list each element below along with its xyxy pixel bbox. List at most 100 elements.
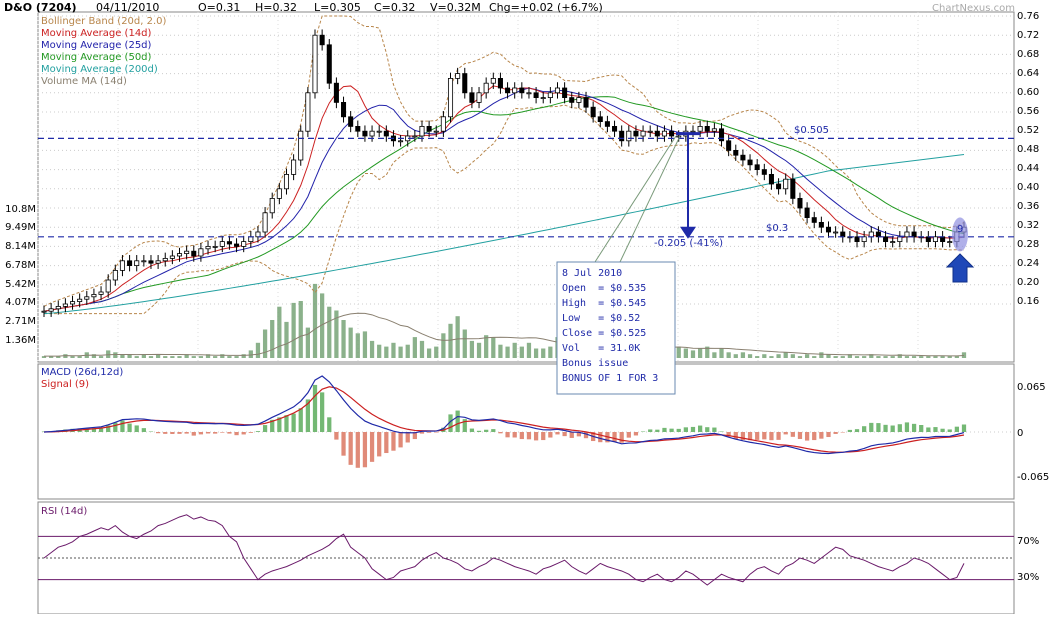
open-label: O=0.31 [198, 1, 240, 14]
candle-body [155, 260, 161, 264]
volume-bar [854, 356, 860, 358]
candle-body [861, 236, 867, 243]
macd-histogram-bar [241, 432, 246, 435]
candle-body [562, 87, 568, 99]
volume-bar [512, 342, 517, 358]
macd-histogram-bar [840, 432, 845, 433]
candle-body [77, 298, 83, 303]
grid-lines [37, 12, 1014, 581]
macd-axis: 0.065 0 -0.065 [1017, 382, 1049, 483]
volume-bar [462, 329, 467, 358]
candle-body [219, 241, 225, 247]
price-tick: 0.60 [1017, 87, 1039, 98]
volume-bar [141, 354, 146, 358]
macd-histogram-bar [755, 432, 760, 440]
tooltip-line: 8 Jul 2010 [562, 268, 622, 279]
macd-histogram-bar [312, 384, 318, 432]
volume-bar [448, 323, 453, 358]
macd-histogram-bar [862, 426, 867, 432]
macd-histogram-bar [876, 423, 881, 432]
rsi-axis: 70% 30% [1017, 536, 1039, 583]
macd-histogram-bar [804, 432, 810, 441]
macd-histogram-bar [548, 432, 553, 438]
volume-bar [755, 356, 760, 358]
bollinger-lower-line [44, 104, 965, 315]
volume-bar [840, 356, 845, 358]
candle-body [412, 135, 418, 138]
volume-bar [49, 356, 54, 358]
candle-body [255, 231, 261, 238]
macd-histogram-bar [947, 429, 952, 432]
macd-histogram-bar [341, 432, 346, 456]
candle-body [883, 236, 889, 243]
candle-body [768, 173, 774, 185]
volume-bar [897, 354, 902, 358]
volume-bar [355, 333, 360, 358]
candle-body [790, 178, 796, 199]
candle-body [718, 128, 725, 142]
candle-body [62, 303, 68, 307]
macd-tick: 0.065 [1017, 382, 1046, 393]
macd-histogram-bar [120, 420, 125, 432]
volume-bar [205, 354, 211, 358]
candle-body [818, 221, 824, 228]
macd-histogram-bar [134, 425, 139, 432]
candle-body [669, 130, 675, 137]
volume-bar [476, 342, 482, 358]
macd-histogram-bar [797, 432, 803, 439]
volume-bar [106, 350, 111, 358]
macd-histogram-bar [262, 425, 268, 432]
volume-bar [334, 310, 339, 358]
volume-bar [541, 348, 546, 358]
volume-bar [348, 327, 353, 358]
price-tick: 0.40 [1017, 182, 1039, 193]
macd-histogram-bar [883, 424, 888, 432]
low-label: L=0.305 [314, 1, 361, 14]
price-tick: 0.24 [1017, 258, 1039, 269]
candle-body [597, 116, 603, 123]
candle-body [833, 231, 839, 234]
candle-body [291, 159, 297, 175]
price-tick: 0.68 [1017, 49, 1039, 60]
volume-tick: 2.71M [5, 316, 36, 327]
macd-histogram-bar [205, 432, 211, 434]
volume-bar [412, 337, 417, 358]
candle-body [925, 236, 931, 243]
tooltip-line: High = $0.545 [562, 298, 646, 309]
macd-histogram-bar [733, 432, 738, 439]
candle-body [276, 188, 282, 199]
candle-body [640, 130, 646, 137]
candle-body [533, 92, 539, 99]
volume-bar [783, 352, 788, 358]
candle-body [911, 231, 917, 238]
candle-body [162, 257, 168, 262]
volume-bar [690, 350, 696, 358]
price-tick: 0.52 [1017, 125, 1039, 136]
candle-body [519, 87, 525, 94]
macd-histogram-bar [484, 429, 489, 432]
tooltip-pointer [619, 135, 681, 263]
macd-histogram-bar [512, 432, 517, 438]
macd-histogram-bar [320, 392, 325, 432]
volume-bar [391, 342, 396, 358]
resistance-label: $0.505 [794, 125, 829, 136]
candle-body [547, 92, 553, 99]
volume-bar [384, 346, 389, 358]
macd-histogram-bar [127, 423, 132, 432]
candle-body [854, 236, 860, 243]
candle-body [70, 301, 76, 305]
macd-histogram-bar [555, 432, 560, 435]
volume-tick: 9.49M [5, 222, 36, 233]
volume-bar [341, 320, 346, 358]
candle-body [526, 92, 532, 95]
candle-body [376, 130, 382, 133]
macd-histogram-bar [248, 432, 253, 433]
candle-body [362, 130, 368, 137]
candle-body [440, 116, 446, 132]
volume-tick: 4.07M [5, 297, 36, 308]
macd-histogram-bar [869, 422, 874, 432]
macd-histogram-bar [648, 429, 653, 432]
candle-body [654, 130, 660, 137]
tooltip-line: Bonus issue [562, 358, 628, 369]
